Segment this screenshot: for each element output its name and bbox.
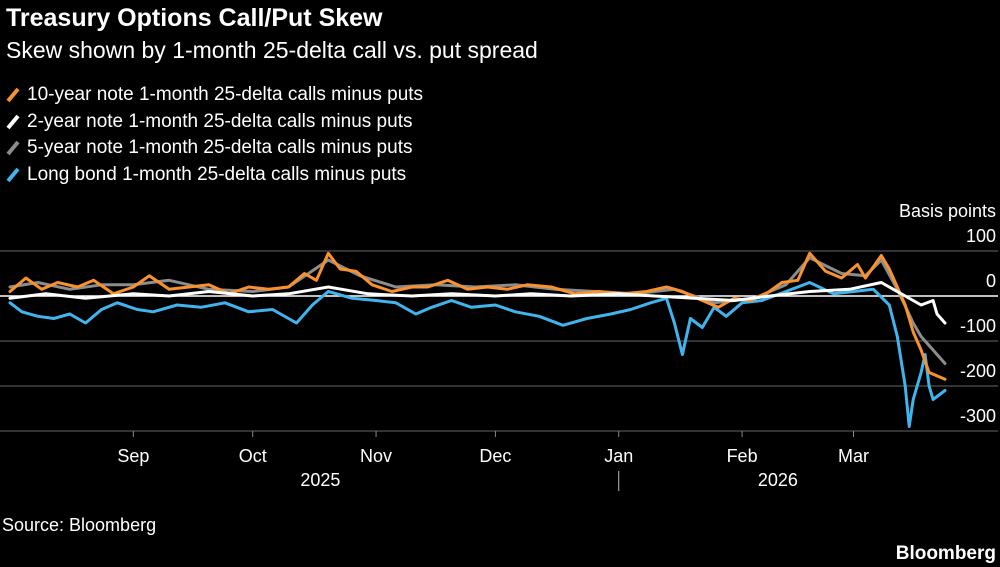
legend-item-long-bond: Long bond 1-month 25-delta calls minus p…	[6, 162, 423, 189]
legend-label-10y: 10-year note 1-month 25-delta calls minu…	[27, 84, 424, 106]
legend: 10-year note 1-month 25-delta calls minu…	[6, 82, 423, 188]
chart-subtitle: Skew shown by 1-month 25-delta call vs. …	[6, 37, 538, 63]
series-line-long-bond	[8, 281, 947, 428]
legend-swatch-long-bond	[6, 167, 20, 183]
x-tick-label: Mar	[838, 446, 869, 466]
legend-swatch-5y	[6, 140, 20, 156]
x-tick-label: Dec	[479, 446, 511, 466]
x-tick-label: Nov	[360, 446, 392, 466]
year-label: 2025	[300, 470, 340, 490]
x-tick-label: Feb	[727, 446, 758, 466]
x-tick-label: Sep	[117, 446, 149, 466]
legend-item-2y: 2-year note 1-month 25-delta calls minus…	[6, 109, 423, 136]
legend-item-10y: 10-year note 1-month 25-delta calls minu…	[6, 82, 423, 109]
y-tick-label: -100	[960, 316, 996, 336]
x-tick-label: Oct	[239, 446, 267, 466]
series-line-2y	[8, 281, 947, 325]
y-tick-label: -300	[960, 406, 996, 426]
bloomberg-logo: Bloomberg	[895, 543, 996, 564]
legend-item-5y: 5-year note 1-month 25-delta calls minus…	[6, 135, 423, 162]
chart-title: Treasury Options Call/Put Skew	[6, 4, 383, 32]
legend-label-2y: 2-year note 1-month 25-delta calls minus…	[27, 110, 413, 132]
source-note: Source: Bloomberg	[2, 515, 157, 535]
legend-swatch-2y	[6, 114, 20, 130]
year-label: 2026	[758, 470, 798, 490]
x-tick-label: Jan	[604, 446, 633, 466]
y-tick-label: 100	[966, 226, 996, 246]
y-axis-unit-label: Basis points	[898, 201, 996, 221]
legend-swatch-10y	[6, 87, 20, 103]
legend-label-5y: 5-year note 1-month 25-delta calls minus…	[27, 137, 413, 159]
series-line-10y	[8, 251, 947, 381]
y-tick-label: -200	[960, 361, 996, 381]
legend-label-long-bond: Long bond 1-month 25-delta calls minus p…	[27, 163, 407, 185]
y-tick-label: 0	[986, 271, 996, 291]
